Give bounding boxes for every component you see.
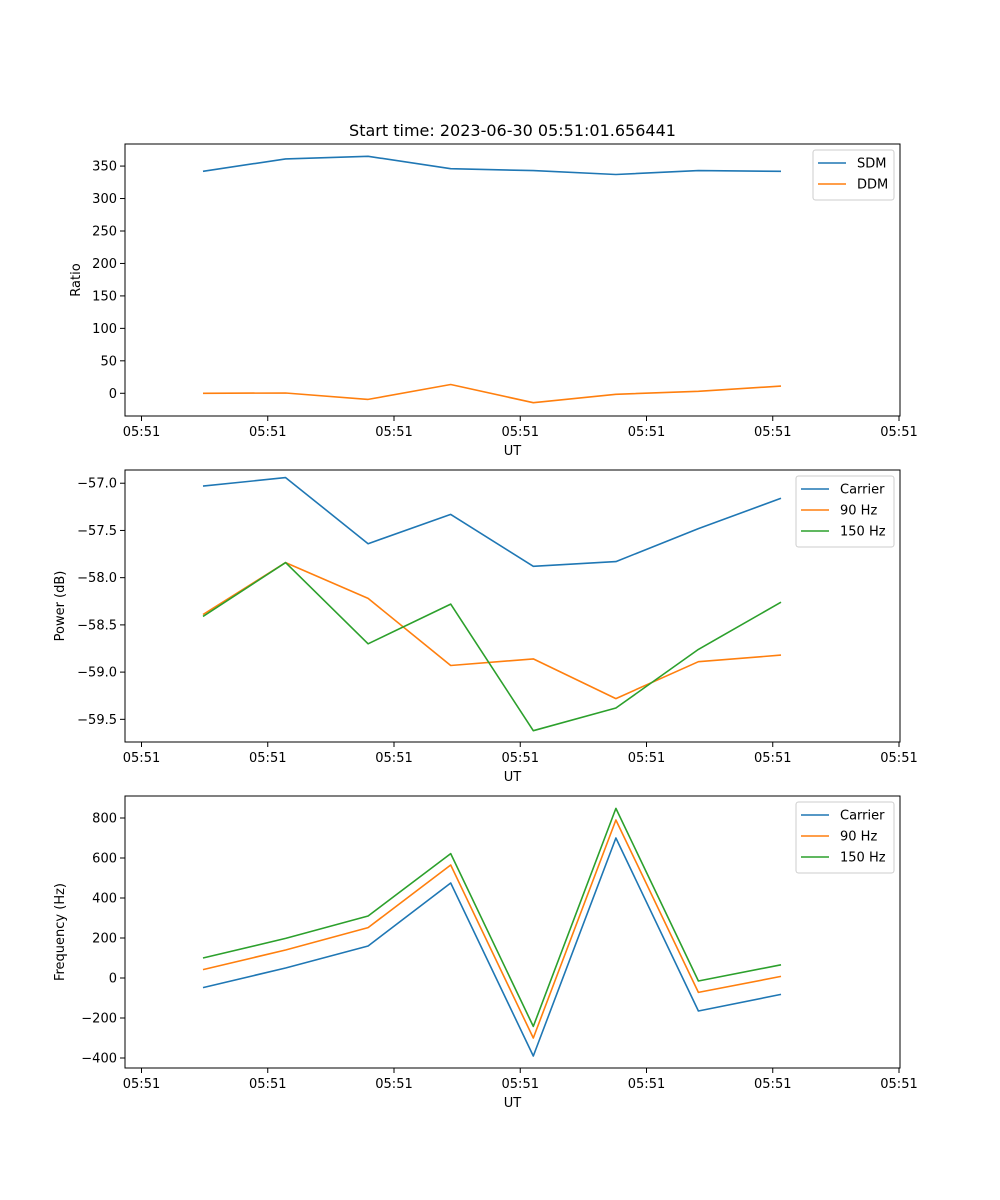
y-tick-label: 0 bbox=[109, 972, 117, 987]
x-tick-label: 05:51 bbox=[628, 425, 665, 440]
legend: Carrier 90 Hz 150 Hz bbox=[795, 801, 895, 874]
x-tick-label: 05:51 bbox=[375, 1077, 412, 1092]
legend-label: DDM bbox=[857, 178, 888, 193]
legend-label: Carrier bbox=[840, 809, 885, 824]
series-line-sdm bbox=[202, 155, 782, 176]
legend: Carrier 90 Hz 150 Hz bbox=[795, 475, 895, 548]
y-tick-label: −58.0 bbox=[77, 571, 117, 586]
legend-label: Carrier bbox=[840, 483, 885, 498]
y-tick-label: 250 bbox=[92, 224, 117, 239]
y-tick-label: −200 bbox=[81, 1012, 117, 1027]
x-tick-label: 05:51 bbox=[754, 751, 791, 766]
x-tick-label: 05:51 bbox=[880, 425, 917, 440]
y-tick-label: −59.5 bbox=[77, 713, 117, 728]
x-tick-label: 05:51 bbox=[123, 425, 160, 440]
x-tick-label: 05:51 bbox=[880, 751, 917, 766]
x-tick-label: 05:51 bbox=[502, 751, 539, 766]
x-tick-label: 05:51 bbox=[249, 425, 286, 440]
y-tick-label: −58.5 bbox=[77, 618, 117, 633]
series-line-150-hz bbox=[202, 561, 782, 732]
series-line-carrier bbox=[202, 837, 782, 1057]
x-tick-label: 05:51 bbox=[628, 751, 665, 766]
legend-label: SDM bbox=[857, 157, 886, 172]
series-line-ddm bbox=[202, 383, 782, 404]
legend-label: 150 Hz bbox=[840, 525, 886, 540]
legend-label: 150 Hz bbox=[840, 851, 886, 866]
y-tick-label: 150 bbox=[92, 289, 117, 304]
y-tick-label: 200 bbox=[92, 257, 117, 272]
y-tick-label: 0 bbox=[109, 387, 117, 402]
x-tick-label: 05:51 bbox=[628, 1077, 665, 1092]
y-axis-label: Ratio bbox=[69, 263, 84, 296]
y-tick-label: 350 bbox=[92, 160, 117, 175]
y-tick-label: 400 bbox=[92, 892, 117, 907]
chart-panel-1: 05:51 05:51 05:51 05:51 05:51 05:51 05:51 UT 0 50… bbox=[69, 143, 918, 459]
x-tick-label: 05:51 bbox=[123, 751, 160, 766]
chart-title: Start time: 2023-06-30 05:51:01.656441 bbox=[349, 121, 676, 140]
legend-box bbox=[795, 475, 895, 548]
x-tick-label: 05:51 bbox=[123, 1077, 160, 1092]
x-tick-label: 05:51 bbox=[502, 425, 539, 440]
plot-area bbox=[124, 795, 901, 1069]
legend-label: 90 Hz bbox=[840, 504, 877, 519]
x-tick-label: 05:51 bbox=[249, 1077, 286, 1092]
x-tick-label: 05:51 bbox=[754, 425, 791, 440]
y-tick-label: −59.0 bbox=[77, 666, 117, 681]
x-tick-label: 05:51 bbox=[249, 751, 286, 766]
x-tick-label: 05:51 bbox=[754, 1077, 791, 1092]
legend: SDM DDM bbox=[812, 149, 895, 201]
y-tick-label: −57.0 bbox=[77, 477, 117, 492]
chart-panel-2: 05:51 05:51 05:51 05:51 05:51 05:51 05:51 UT −59… bbox=[53, 469, 918, 785]
y-tick-label: 100 bbox=[92, 322, 117, 337]
series-line-90-hz bbox=[202, 819, 782, 1039]
y-tick-label: −57.5 bbox=[77, 524, 117, 539]
y-tick-label: 300 bbox=[92, 192, 117, 207]
legend-label: 90 Hz bbox=[840, 830, 877, 845]
plot-area bbox=[124, 469, 901, 743]
chart-panel-3: 05:51 05:51 05:51 05:51 05:51 05:51 05:51 UT −40… bbox=[53, 795, 918, 1111]
y-tick-label: −400 bbox=[81, 1052, 117, 1067]
y-tick-label: 50 bbox=[100, 354, 117, 369]
x-axis-label: UT bbox=[504, 770, 522, 785]
x-tick-label: 05:51 bbox=[375, 425, 412, 440]
y-tick-label: 200 bbox=[92, 932, 117, 947]
x-tick-label: 05:51 bbox=[880, 1077, 917, 1092]
x-axis-label: UT bbox=[504, 444, 522, 459]
y-axis-label: Power (dB) bbox=[53, 571, 68, 642]
y-axis-label: Frequency (Hz) bbox=[53, 883, 68, 981]
legend-box bbox=[795, 801, 895, 874]
series-line-150-hz bbox=[202, 807, 782, 1028]
y-tick-label: 600 bbox=[92, 852, 117, 867]
y-tick-label: 800 bbox=[92, 812, 117, 827]
plot-area bbox=[124, 143, 901, 417]
series-line-90-hz bbox=[202, 561, 782, 700]
chart-panels: 05:51 05:51 05:51 05:51 05:51 05:51 05:51 UT 0 50… bbox=[53, 143, 918, 1111]
series-line-carrier bbox=[202, 476, 782, 568]
x-tick-label: 05:51 bbox=[502, 1077, 539, 1092]
x-axis-label: UT bbox=[504, 1096, 522, 1111]
x-tick-label: 05:51 bbox=[375, 751, 412, 766]
